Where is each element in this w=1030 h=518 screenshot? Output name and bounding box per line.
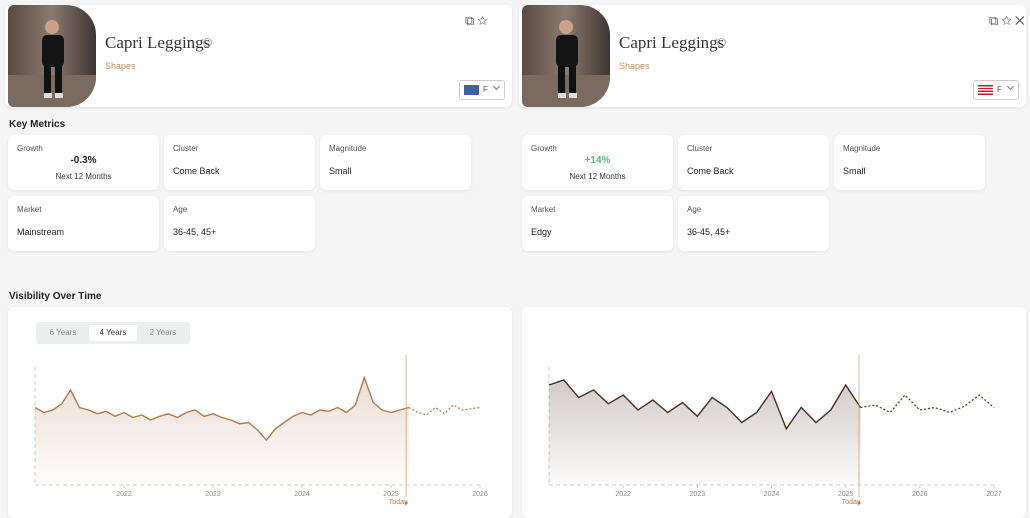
x-tick-label: 2024	[294, 491, 310, 498]
today-dot	[404, 501, 408, 505]
chevron	[1006, 82, 1015, 91]
area	[35, 377, 409, 485]
line-chart: 2022 2023 2024 2025 2026 Today	[34, 355, 488, 506]
region-dropdown[interactable]: F	[459, 80, 505, 100]
product-image	[522, 5, 610, 107]
flag	[464, 85, 479, 95]
x-tick-label: 2022	[615, 491, 631, 498]
history-line	[548, 379, 862, 431]
product-category: Shapes	[619, 61, 650, 71]
metric-card: Growth -0.3% Next 12 Months	[8, 135, 159, 190]
x-tick-label: 2027	[986, 491, 1002, 498]
metric-card: Cluster Come Back	[164, 135, 315, 190]
forecast-line	[860, 394, 995, 414]
metric-value: Small	[329, 166, 352, 176]
region-dropdown[interactable]: F	[973, 80, 1019, 100]
region-label: F	[483, 85, 488, 94]
x-tick-label: 2025	[838, 491, 854, 498]
icons[interactable]: ⧉☆✕	[989, 13, 1028, 28]
search-icon[interactable]	[203, 38, 212, 47]
product-title: Capri Leggings	[105, 33, 211, 52]
line-chart: 2022 2023 2024 2025 2026 2027 Today	[548, 355, 1002, 506]
today-dot	[857, 501, 861, 505]
metric-period[interactable]: Next 12 Months	[55, 172, 112, 181]
x-tick-label: 2024	[764, 491, 780, 498]
metric-label: Cluster	[687, 144, 713, 153]
tab[interactable]: 6 Years	[49, 328, 77, 337]
chart-card: 2022 2023 2024 2025 2026 2027 Today	[522, 307, 1026, 518]
x-tick-label: 2023	[205, 491, 221, 498]
tabs: 6 Years 4 Years 2 Years	[36, 322, 190, 344]
flag	[978, 85, 993, 95]
metric-card: Market Edgy	[522, 196, 673, 251]
metric-label: Growth	[531, 144, 557, 153]
metric-value: Edgy	[531, 227, 552, 237]
metric-value: +14%	[584, 155, 611, 166]
metric-value: Come Back	[687, 166, 734, 176]
icons[interactable]: ⧉☆	[465, 13, 491, 28]
metric-label: Growth	[17, 144, 43, 153]
metric-value: Mainstream	[17, 227, 65, 237]
header-card: Capri Leggings Shapes F ⧉☆✕	[519, 5, 1026, 107]
metric-label: Cluster	[173, 144, 199, 153]
forecast-line	[408, 404, 481, 416]
metric-card: Magnitude Small	[834, 135, 985, 190]
search-icon[interactable]	[717, 38, 726, 47]
metric-card: Growth +14% Next 12 Months	[522, 135, 673, 190]
metric-card: Age 36-45, 45+	[164, 196, 315, 251]
metric-label: Age	[687, 205, 702, 214]
metric-value: -0.3%	[70, 155, 97, 166]
chart-card: 6 Years 4 Years 2 Years 2022 2023 2024 2025 202…	[8, 307, 512, 518]
metric-label: Market	[531, 205, 556, 214]
metric-label: Magnitude	[329, 144, 367, 153]
x-tick-label: 2025	[383, 491, 399, 498]
region-label: F	[997, 85, 1002, 94]
metric-card: Cluster Come Back	[678, 135, 829, 190]
product-title: Capri Leggings	[619, 33, 725, 52]
x-tick-label: 2022	[116, 491, 132, 498]
section-title: Key Metrics	[9, 119, 66, 130]
metric-value: 36-45, 45+	[687, 227, 731, 237]
x-tick-label: 2026	[472, 491, 488, 498]
today-label: Today	[842, 499, 861, 506]
section-title: Visibility Over Time	[9, 291, 102, 302]
header-card: Capri Leggings Shapes F ⧉☆	[5, 5, 512, 107]
x-tick-label: 2023	[690, 491, 706, 498]
history-line	[34, 375, 409, 442]
metric-card: Magnitude Small	[320, 135, 471, 190]
tab[interactable]: 2 Years	[149, 328, 177, 337]
metric-label: Magnitude	[843, 144, 881, 153]
metric-value: 36-45, 45+	[173, 227, 217, 237]
chevron	[492, 82, 501, 91]
metric-value: Come Back	[173, 166, 220, 176]
x-tick-label: 2026	[912, 491, 928, 498]
metric-label: Market	[17, 205, 42, 214]
product-image	[8, 5, 96, 107]
tab[interactable]: 4 Years	[89, 325, 137, 341]
today-label: Today	[389, 499, 408, 506]
metric-card: Market Mainstream	[8, 196, 159, 251]
product-category: Shapes	[105, 61, 136, 71]
metric-period[interactable]: Next 12 Months	[569, 172, 626, 181]
metric-card: Age 36-45, 45+	[678, 196, 829, 251]
metric-label: Age	[173, 205, 188, 214]
metric-value: Small	[843, 166, 866, 176]
area	[549, 380, 861, 485]
